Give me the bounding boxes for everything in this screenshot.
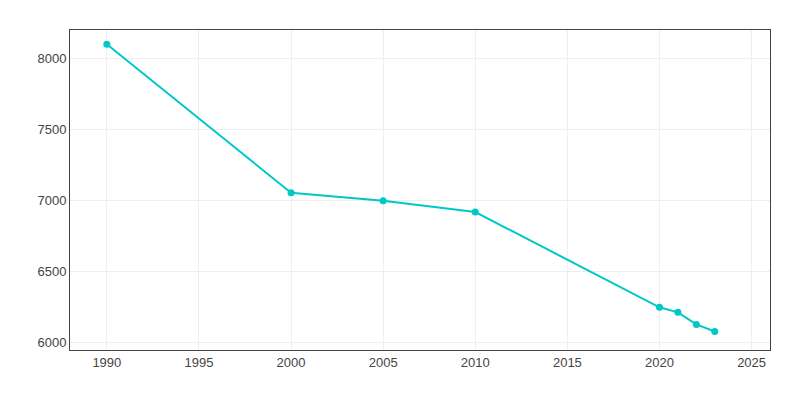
svg-text:1990: 1990	[92, 355, 121, 370]
svg-text:7000: 7000	[37, 193, 66, 208]
svg-text:2015: 2015	[553, 355, 582, 370]
svg-text:2005: 2005	[369, 355, 398, 370]
svg-text:2000: 2000	[277, 355, 306, 370]
svg-text:8000: 8000	[37, 51, 66, 66]
svg-text:1995: 1995	[184, 355, 213, 370]
svg-text:2025: 2025	[737, 355, 766, 370]
svg-text:2020: 2020	[645, 355, 674, 370]
svg-text:2010: 2010	[461, 355, 490, 370]
svg-text:7500: 7500	[37, 122, 66, 137]
svg-text:6500: 6500	[37, 264, 66, 279]
svg-text:6000: 6000	[37, 335, 66, 350]
